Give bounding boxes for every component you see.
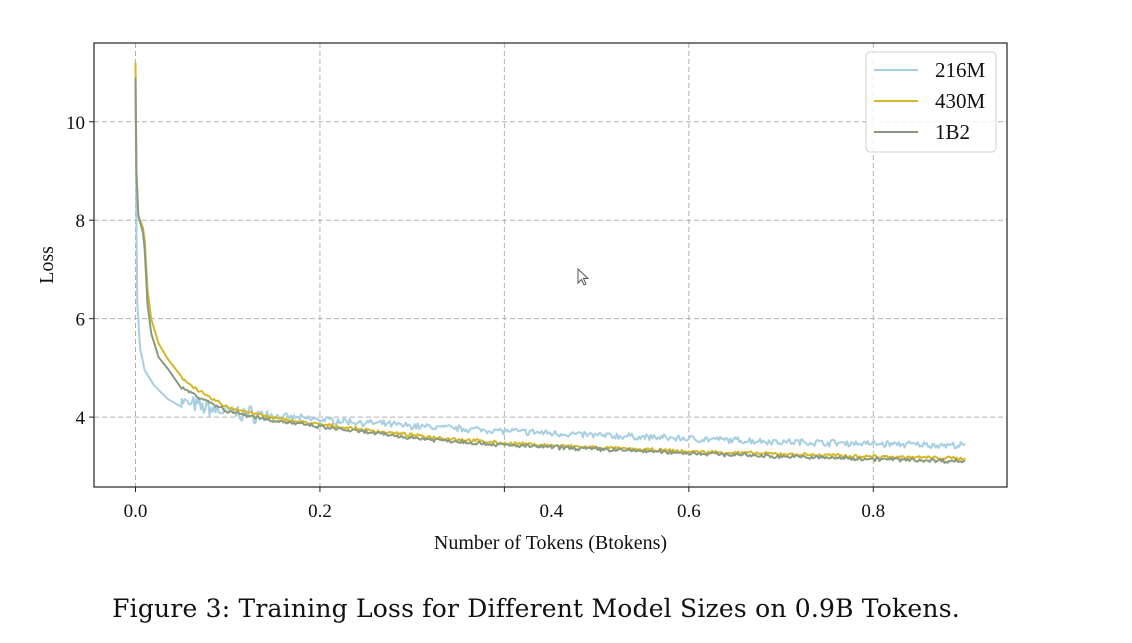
legend: 216M 430M 1B2 xyxy=(865,51,997,153)
y-axis-label: Loss xyxy=(36,246,58,284)
figure-caption: Figure 3: Training Loss for Different Mo… xyxy=(112,594,960,623)
axis-ticks: 0.0 0.2 0.4 0.6 0.8 4 6 8 10 xyxy=(66,113,885,522)
mouse-pointer-icon xyxy=(577,268,590,286)
x-axis-label: Number of Tokens (Btokens) xyxy=(434,532,667,554)
x-tick-label: 0.8 xyxy=(861,501,885,522)
x-tick-label: 0.4 xyxy=(540,501,564,522)
y-tick-label: 8 xyxy=(76,211,86,232)
series-line-216m xyxy=(134,82,966,450)
x-tick-label: 0.0 xyxy=(124,501,148,522)
legend-box xyxy=(865,51,997,153)
x-tick-label: 0.6 xyxy=(677,501,701,522)
y-tick-label: 10 xyxy=(66,113,85,134)
series-line-1b2 xyxy=(134,77,966,464)
series-layer xyxy=(134,62,966,464)
legend-item: 216M xyxy=(874,58,986,82)
legend-label: 430M xyxy=(935,89,986,113)
legend-item: 430M xyxy=(874,89,986,113)
axes-frame xyxy=(93,42,1008,488)
x-tick-label: 0.2 xyxy=(308,501,332,522)
grid-lines xyxy=(94,43,1007,487)
y-tick-label: 6 xyxy=(76,310,86,331)
legend-item: 1B2 xyxy=(874,120,970,144)
legend-label: 216M xyxy=(935,58,986,82)
legend-label: 1B2 xyxy=(935,120,970,144)
series-line-430m xyxy=(134,62,966,461)
y-tick-label: 4 xyxy=(76,408,86,429)
